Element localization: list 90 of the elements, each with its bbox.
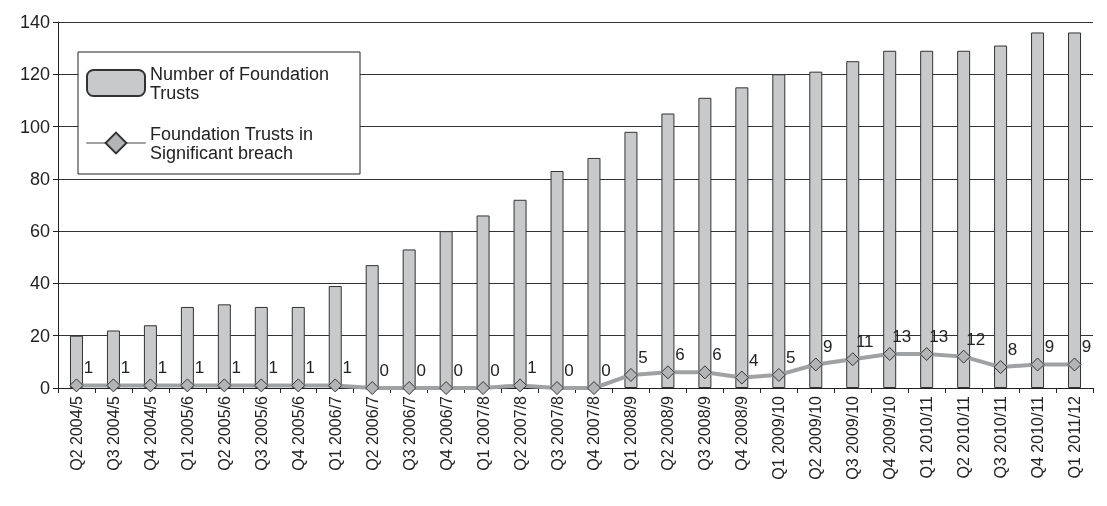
point (623, 367, 638, 382)
point (1030, 357, 1045, 372)
data-label: 1 (342, 358, 352, 378)
point (771, 367, 786, 382)
x-tick-label: Q3 2009/10 (844, 395, 862, 480)
point (217, 378, 232, 393)
x-tick-label: Q1 2007/8 (474, 395, 492, 471)
x-tick-label: Q4 2006/7 (437, 395, 455, 471)
x-tick-label: Q1 2006/7 (326, 395, 344, 471)
x-tick-label: Q2 2008/9 (659, 395, 677, 471)
data-label: 4 (749, 350, 759, 370)
data-label: 0 (490, 361, 500, 380)
data-label: 6 (675, 345, 685, 365)
data-label: 0 (564, 361, 574, 380)
point (919, 347, 934, 362)
x-tick-label: Q3 2005/6 (252, 395, 270, 471)
point (660, 365, 675, 380)
x-tick-label: Q2 2005/6 (215, 395, 233, 471)
data-label: 1 (83, 358, 94, 378)
point (254, 378, 269, 393)
data-label: 9 (823, 337, 833, 357)
data-label: 1 (157, 358, 168, 378)
y-tick-label: 60 (29, 221, 50, 242)
point (1067, 357, 1082, 372)
data-label: 8 (1007, 340, 1018, 360)
point (69, 378, 84, 393)
point (808, 357, 823, 372)
x-tick-label: Q2 2007/8 (511, 395, 529, 471)
x-tick-label: Q2 2009/10 (807, 395, 825, 480)
x-tick-label: Q4 2005/6 (289, 395, 307, 471)
x-tick-label: Q2 2010/11 (955, 395, 973, 479)
y-tick-label: 80 (29, 168, 50, 189)
point (328, 378, 343, 393)
x-tick-label: Q3 2008/9 (696, 395, 714, 471)
data-label: 5 (638, 347, 648, 367)
legend-label: Number of Foundation Trusts (150, 63, 335, 103)
point (697, 365, 712, 380)
data-label: 1 (231, 358, 242, 378)
y-tick-label: 100 (19, 116, 50, 137)
x-tick-label: Q1 2008/9 (622, 395, 640, 471)
point (513, 378, 528, 393)
x-tick-label: Q1 2011/12 (1066, 395, 1084, 479)
data-label: 5 (786, 347, 796, 367)
data-label: 9 (1044, 337, 1055, 357)
x-tick-label: Q4 2007/8 (585, 395, 603, 471)
y-tick-label: 40 (29, 273, 50, 294)
point (439, 381, 454, 395)
data-label: 1 (194, 358, 205, 378)
point (291, 378, 306, 393)
x-tick-label: Q4 2009/10 (881, 395, 899, 480)
point (550, 381, 565, 395)
x-tick-label: Q3 2006/7 (400, 395, 418, 471)
x-tick-label: Q3 2004/5 (104, 395, 122, 471)
x-tick-label: Q1 2005/6 (178, 395, 196, 471)
data-label: 1 (120, 358, 131, 378)
x-tick-label: Q3 2007/8 (548, 395, 566, 471)
point (956, 349, 971, 364)
point (476, 381, 491, 395)
point (180, 378, 195, 393)
point (734, 370, 749, 385)
x-tick-label: Q4 2008/9 (733, 395, 751, 471)
data-label: 1 (527, 358, 537, 378)
point (993, 360, 1008, 375)
point (882, 347, 897, 362)
x-tick-label: Q3 2010/11 (992, 395, 1010, 479)
point (402, 381, 417, 395)
x-tick-label: Q2 2006/7 (363, 395, 381, 471)
data-label: 0 (379, 361, 389, 380)
data-label: 6 (712, 345, 722, 365)
point (586, 381, 601, 395)
legend-label: Foundation Trusts in Significant breach (150, 123, 319, 163)
y-tick-label: 120 (19, 64, 50, 85)
point (106, 378, 121, 393)
data-label: 1 (268, 358, 279, 378)
data-label: 0 (416, 361, 426, 380)
x-tick-label: Q2 2004/5 (67, 395, 85, 471)
x-tick-label: Q1 2010/11 (918, 395, 936, 479)
y-tick-label: 0 (39, 378, 50, 398)
point (365, 381, 380, 395)
x-tick-label: Q4 2010/11 (1029, 395, 1047, 479)
point (143, 378, 158, 393)
data-label: 1 (305, 358, 315, 378)
data-label: 9 (1081, 337, 1092, 357)
y-tick-label: 20 (29, 325, 50, 346)
point (845, 352, 860, 367)
x-tick-label: Q1 2009/10 (770, 395, 788, 480)
data-label: 0 (453, 361, 463, 380)
y-tick-label: 140 (19, 12, 50, 32)
data-label: 0 (601, 361, 611, 380)
x-tick-label: Q4 2004/5 (141, 395, 159, 471)
